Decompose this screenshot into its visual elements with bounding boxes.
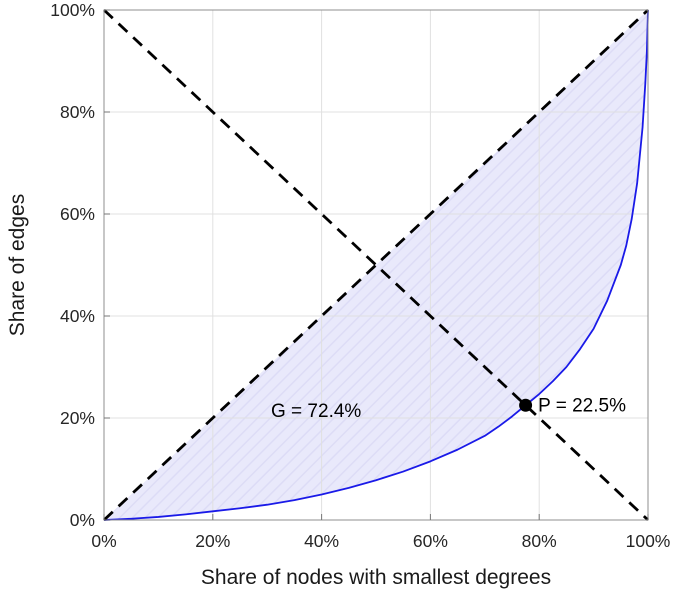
y-tick-label: 40% bbox=[60, 306, 95, 326]
x-tick-label: 80% bbox=[522, 531, 557, 551]
y-tick-label: 100% bbox=[50, 0, 95, 20]
y-tick-label: 0% bbox=[70, 510, 95, 530]
anti-diagonal-line bbox=[103, 8, 649, 522]
lorenz-curve bbox=[103, 9, 649, 521]
x-axis-label: Share of nodes with smallest degrees bbox=[201, 566, 551, 589]
y-tick-label: 60% bbox=[60, 204, 95, 224]
x-tick-label: 100% bbox=[626, 531, 671, 551]
x-tick-label: 60% bbox=[413, 531, 448, 551]
equality-diagonal-line bbox=[103, 8, 649, 522]
p-annotation: P = 22.5% bbox=[538, 395, 626, 416]
y-tick-label: 20% bbox=[60, 408, 95, 428]
x-tick-label: 40% bbox=[304, 531, 339, 551]
y-axis-label: Share of edges bbox=[6, 194, 29, 336]
y-tick-label: 80% bbox=[60, 102, 95, 122]
x-tick-label: 0% bbox=[91, 531, 116, 551]
plot-border bbox=[103, 9, 649, 521]
x-tick-label: 20% bbox=[195, 531, 230, 551]
intersection-point-marker bbox=[519, 398, 533, 412]
gini-annotation: G = 72.4% bbox=[271, 401, 361, 422]
